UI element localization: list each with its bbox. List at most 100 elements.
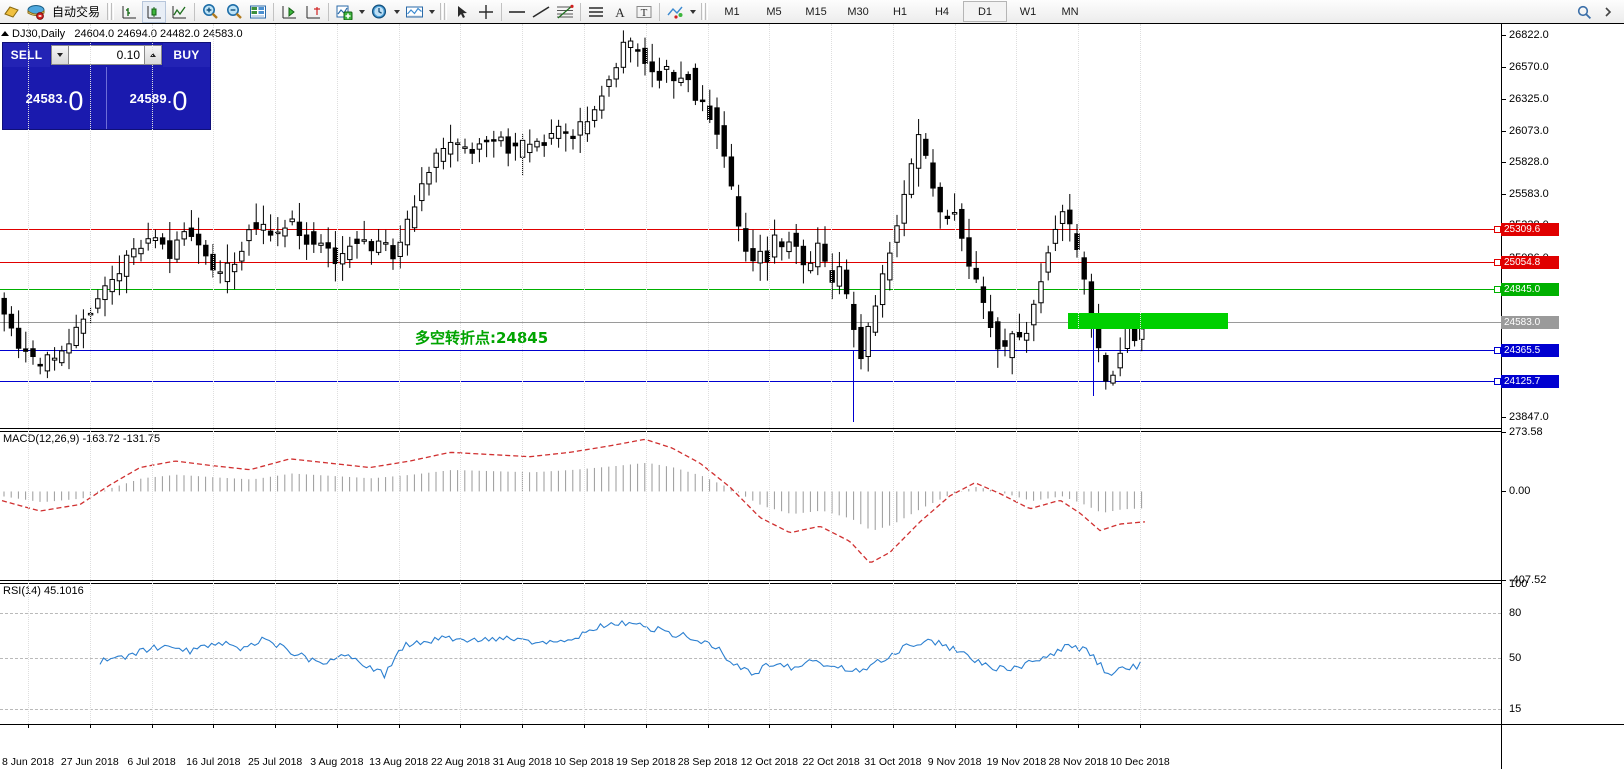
periods-icon[interactable] — [368, 2, 390, 22]
toolbar-grip-3[interactable] — [701, 3, 709, 20]
drawings-icon[interactable] — [664, 2, 686, 22]
collapse-triangle-icon[interactable] — [1, 31, 9, 36]
vertical-marker-0[interactable] — [853, 351, 854, 422]
time-gridline — [275, 24, 277, 724]
price-pane[interactable] — [0, 24, 1501, 430]
auto-scroll-icon[interactable] — [278, 2, 300, 22]
date-tick — [275, 724, 277, 728]
vertical-marker-1[interactable] — [1093, 324, 1094, 396]
date-tick-label: 9 Nov 2018 — [927, 756, 982, 768]
timeframe-h4[interactable]: H4 — [934, 5, 950, 18]
level-handle-support-2[interactable] — [1494, 378, 1501, 386]
date-tick-label: 25 Jul 2018 — [247, 756, 303, 768]
chart-shift-icon[interactable] — [302, 2, 324, 22]
price-tag-support-1[interactable]: 24365.5 — [1501, 344, 1559, 358]
timeframe-mn[interactable]: MN — [1061, 5, 1079, 18]
green-zone-box[interactable] — [1068, 313, 1228, 329]
sell-price-dot: . — [63, 90, 68, 106]
level-line-resistance-1[interactable] — [0, 228, 1501, 230]
price-scale[interactable]: 26822.0 26570.0 26325.0 26073.0 25828.0 25583… — [1501, 24, 1624, 770]
level-handle-pivot-green[interactable] — [1494, 285, 1501, 293]
lot-size-input[interactable]: 0.10 — [69, 45, 144, 65]
timeframe-d1[interactable]: D1 — [963, 1, 1008, 22]
fibonacci-icon[interactable] — [554, 2, 576, 22]
sell-button[interactable]: SELL — [3, 43, 50, 67]
equidistant-channel-icon[interactable] — [585, 2, 607, 22]
macd-tick-label: 273.58 — [1509, 426, 1543, 438]
line-chart-icon[interactable] — [168, 2, 190, 22]
sell-price-quote[interactable]: 24583 . 0 — [3, 67, 107, 129]
autotrade-label[interactable]: 自动交易 — [52, 5, 101, 19]
bar-chart-icon[interactable] — [118, 2, 140, 22]
lot-size-stepper[interactable]: 0.10 — [50, 43, 163, 67]
rsi-pane[interactable] — [0, 584, 1501, 724]
indicators-dropdown-caret-icon[interactable] — [356, 2, 367, 22]
zoom-out-icon[interactable] — [223, 2, 245, 22]
level-handle-resistance-2[interactable] — [1494, 258, 1501, 266]
one-click-trade-panel[interactable]: SELL 0.10 BUY 24583 . 0 24589 . 0 — [2, 42, 211, 130]
chart-area[interactable]: DJ30,Daily 24604.0 24694.0 24482.0 24583… — [0, 23, 1624, 769]
rsi-level-line-15 — [0, 709, 1501, 711]
chevron-right-icon[interactable] — [1597, 2, 1619, 22]
price-tag-resistance-1[interactable]: 25309.6 — [1501, 222, 1559, 236]
date-tick — [1140, 724, 1141, 728]
timeframe-m1[interactable]: M1 — [724, 5, 740, 18]
toolbar-grip[interactable] — [107, 3, 115, 20]
search-icon[interactable] — [1573, 2, 1595, 22]
trendline-icon[interactable] — [530, 2, 552, 22]
timeframe-m30[interactable]: M30 — [847, 5, 869, 18]
date-tick — [336, 724, 338, 728]
templates-dropdown-caret-icon[interactable] — [426, 2, 437, 22]
autotrade-icon[interactable] — [25, 2, 47, 22]
crosshair-icon[interactable] — [475, 2, 497, 22]
date-tick — [892, 724, 894, 728]
price-tick-label: 25583.0 — [1509, 187, 1549, 200]
lot-decrease-button[interactable] — [51, 45, 69, 65]
time-gridline — [213, 24, 215, 724]
level-line-support-2[interactable] — [0, 381, 1501, 383]
candlestick-chart-icon[interactable] — [142, 0, 167, 23]
macd-pane[interactable] — [0, 432, 1501, 580]
time-gridline — [1016, 24, 1018, 724]
toolbar-grip-2[interactable] — [440, 3, 448, 20]
drawings-dropdown-caret-icon[interactable] — [687, 2, 698, 22]
date-tick-label: 6 Jul 2018 — [127, 756, 176, 768]
indicators-icon[interactable] — [333, 2, 355, 22]
level-handle-support-1[interactable] — [1494, 347, 1501, 355]
timeframe-m15[interactable]: M15 — [805, 5, 827, 18]
price-tag-pivot-green[interactable]: 24845.0 — [1501, 282, 1559, 296]
time-gridline — [460, 24, 462, 724]
price-tag-resistance-2[interactable]: 25054.8 — [1501, 255, 1559, 269]
periods-dropdown-caret-icon[interactable] — [391, 2, 402, 22]
macd-tick-label: 0.00 — [1509, 485, 1531, 498]
text-label-icon[interactable]: T — [633, 2, 655, 22]
price-tag-support-2[interactable]: 24125.7 — [1501, 375, 1559, 389]
level-handle-resistance-1[interactable] — [1494, 225, 1501, 233]
candlestick-series — [1, 30, 1145, 390]
macd-pane-divider — [0, 428, 1501, 429]
cursor-icon[interactable] — [451, 2, 473, 22]
level-line-last-price[interactable] — [0, 322, 1501, 324]
timeframe-w1[interactable]: W1 — [1019, 5, 1037, 18]
level-line-support-1[interactable] — [0, 350, 1501, 352]
timeframe-h1[interactable]: H1 — [892, 5, 908, 18]
templates-icon[interactable] — [403, 2, 425, 22]
text-icon[interactable]: A — [609, 2, 631, 22]
price-tag-last-price[interactable]: 24583.0 — [1501, 316, 1559, 330]
lot-increase-button[interactable] — [144, 45, 162, 65]
date-axis[interactable]: 8 Jun 2018 27 Jun 2018 6 Jul 2018 16 Jul 20… — [0, 724, 1624, 770]
zoom-in-icon[interactable] — [199, 2, 221, 22]
date-tick-label: 10 Dec 2018 — [1110, 756, 1170, 768]
time-gridline — [1078, 24, 1080, 724]
orders-icon[interactable] — [1, 2, 23, 22]
buy-price-quote[interactable]: 24589 . 0 — [107, 67, 210, 129]
horizontal-line-icon[interactable] — [506, 2, 528, 22]
timeframe-m5[interactable]: M5 — [766, 5, 782, 18]
level-line-pivot-green[interactable] — [0, 288, 1501, 290]
macd-tick — [1501, 432, 1506, 433]
buy-button[interactable]: BUY — [163, 43, 210, 67]
tile-windows-icon[interactable] — [247, 2, 269, 22]
date-tick — [769, 724, 771, 728]
level-line-resistance-2[interactable] — [0, 261, 1501, 263]
main-toolbar[interactable]: 自动交易 — [0, 0, 1624, 24]
